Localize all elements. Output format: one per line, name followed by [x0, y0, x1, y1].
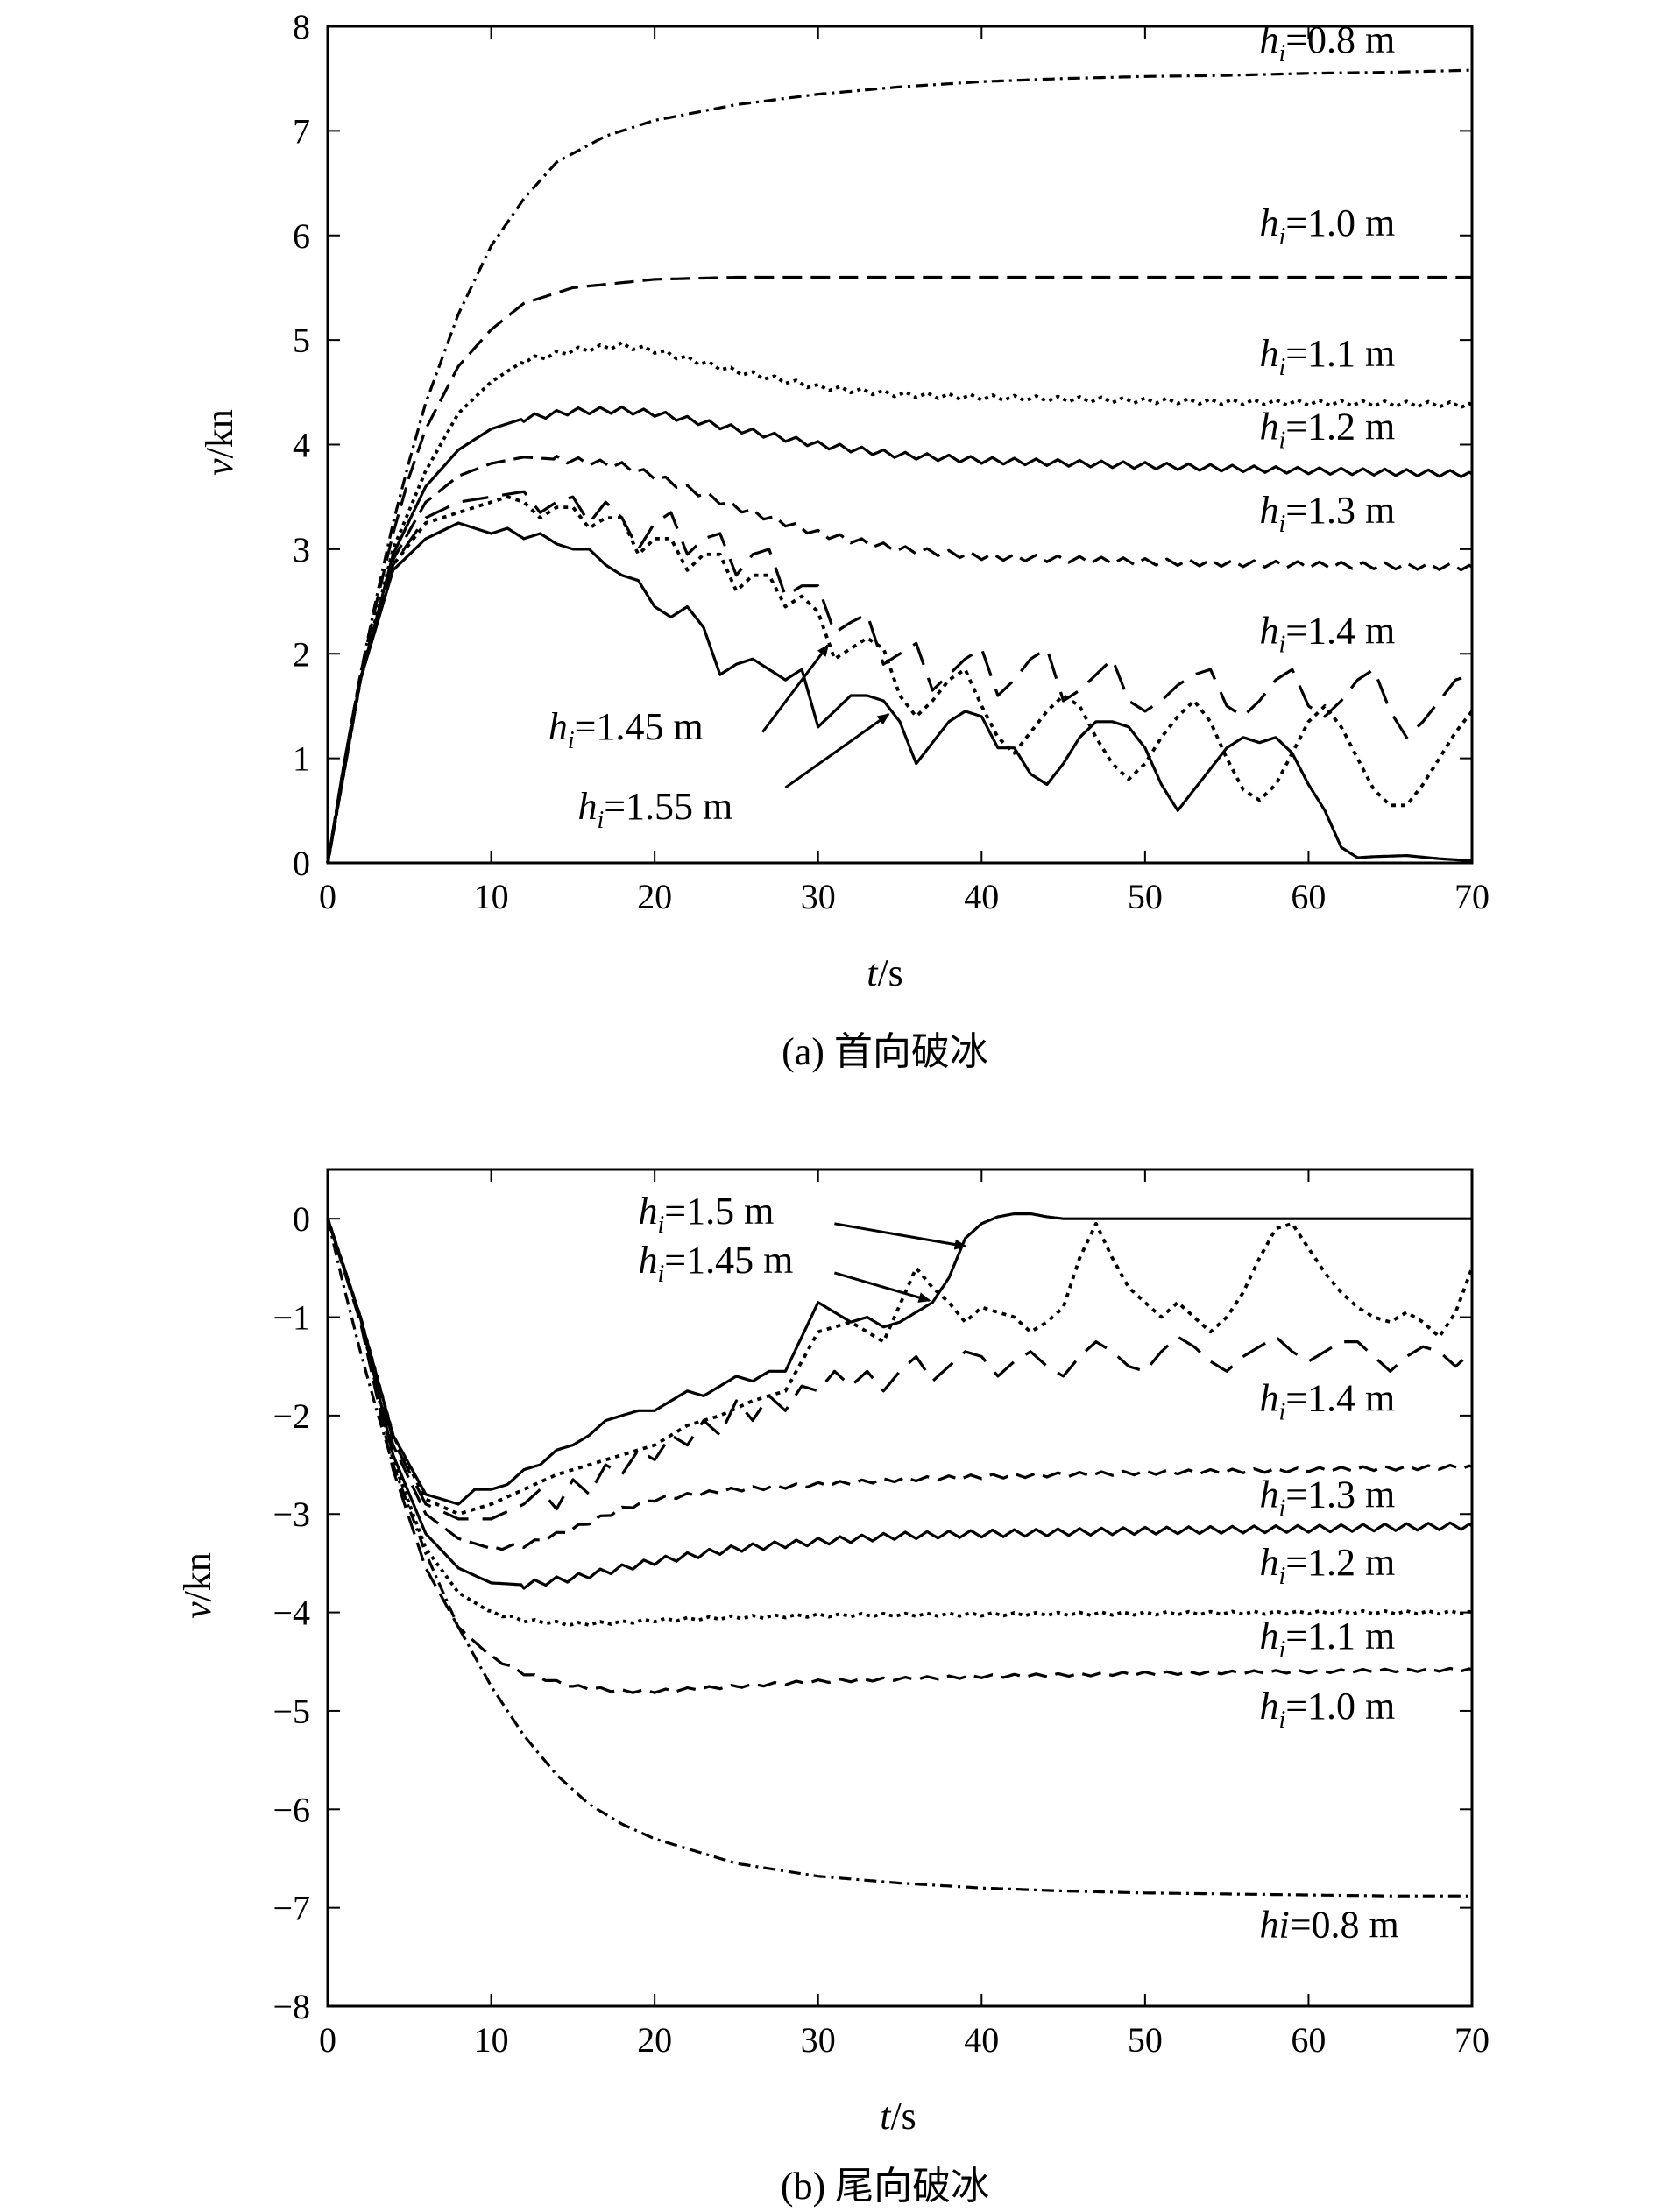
annotation-arrow-a-7: [784, 713, 890, 789]
annotation-arrow-b-1: [833, 1271, 931, 1303]
x-tick-label-b: 50: [1128, 2020, 1163, 2060]
x-tick-label-a: 30: [801, 877, 836, 916]
chart-b: 0 10 20 30 40 50 60 70 0 −1 −2 −3 −4 −5 −6 −7 −8 hi=1.5…: [176, 1168, 1490, 2208]
series-label-a-1: hi=1.0 m: [1259, 201, 1395, 251]
annotation-arrow-a-6: [761, 644, 830, 733]
series-line-b-1: [326, 1218, 1474, 1516]
y-tick-label-a: 4: [293, 426, 310, 465]
series-line-b-6: [326, 1218, 1473, 1694]
series-label-a-6: hi=1.45 m: [548, 705, 704, 754]
y-tick-label-a: 1: [293, 739, 310, 779]
chart-a: 0 10 20 30 40 50 60 70 0 1 2 3 4 5 6 7 8 hi=0.8 m hi=1.0…: [198, 7, 1490, 1073]
x-tick-label-a: 60: [1291, 877, 1326, 916]
series-line-a-7: [326, 521, 1473, 864]
series-line-b-7: [326, 1218, 1472, 1898]
caption-b: (b) 尾向破冰: [781, 2165, 989, 2208]
series-label-a-7: hi=1.55 m: [577, 785, 732, 834]
x-tick-label-b: 20: [637, 2020, 672, 2060]
series-line-b-3: [326, 1218, 1473, 1551]
series-line-a-3: [326, 405, 1473, 864]
y-tick-label-a: 0: [293, 844, 310, 883]
x-tick-label-a: 50: [1128, 877, 1163, 916]
y-axis-label-a: v/kn: [198, 409, 241, 476]
x-tick-label-b: 60: [1291, 2020, 1326, 2060]
y-tick-label-b: −5: [272, 1692, 310, 1731]
series-line-b-5: [326, 1218, 1473, 1628]
series-label-b-1: hi=1.45 m: [638, 1239, 793, 1288]
x-tick-label-b: 30: [801, 2020, 836, 2060]
y-axis-label-b: v/kn: [176, 1552, 219, 1619]
x-axis-label-a: t/s: [867, 951, 903, 994]
series-line-b-4: [326, 1218, 1473, 1590]
series-line-a-1: [326, 275, 1472, 864]
series-line-b-2: [326, 1218, 1474, 1521]
series-label-b-7: hi=0.8 m: [1259, 1903, 1398, 1946]
series-line-a-5: [326, 490, 1473, 864]
series-line-a-6: [326, 495, 1474, 864]
annotation-arrow-b-0: [834, 1222, 967, 1250]
x-tick-label-a: 10: [474, 877, 509, 916]
series-line-a-2: [326, 341, 1473, 864]
y-tick-label-a: 8: [293, 7, 310, 46]
x-tick-label-b: 10: [474, 2020, 509, 2060]
plot-frame-b: [326, 1168, 1474, 2008]
y-tick-label-b: 0: [293, 1199, 310, 1239]
y-tick-label-b: −8: [272, 1987, 310, 2026]
series-label-b-3: hi=1.3 m: [1259, 1473, 1395, 1522]
series-line-a-4: [326, 455, 1473, 864]
y-tick-label-b: −6: [272, 1790, 310, 1829]
series-label-b-0: hi=1.5 m: [638, 1190, 774, 1239]
y-tick-label-b: −7: [272, 1889, 310, 1928]
series-label-a-4: hi=1.3 m: [1259, 489, 1395, 538]
y-tick-label-b: −4: [272, 1594, 310, 1633]
series-line-a-0: [326, 68, 1473, 864]
x-tick-label-a: 0: [319, 877, 336, 916]
y-tick-label-a: 2: [293, 634, 310, 674]
y-tick-label-b: −3: [272, 1495, 310, 1534]
series-label-b-2: hi=1.4 m: [1259, 1376, 1395, 1425]
series-label-b-4: hi=1.2 m: [1259, 1541, 1395, 1590]
y-tick-label-a: 3: [293, 530, 310, 569]
y-tick-label-a: 7: [293, 111, 310, 151]
series-label-a-2: hi=1.1 m: [1259, 332, 1395, 381]
series-label-a-5: hi=1.4 m: [1259, 609, 1395, 658]
x-axis-label-b: t/s: [880, 2095, 916, 2138]
y-tick-label-b: −2: [272, 1396, 310, 1436]
y-tick-label-b: −1: [272, 1298, 310, 1338]
series-label-a-3: hi=1.2 m: [1259, 406, 1395, 455]
series-label-b-6: hi=1.0 m: [1259, 1685, 1395, 1734]
x-tick-label-b: 0: [319, 2020, 336, 2060]
x-tick-label-a: 20: [637, 877, 672, 916]
x-tick-label-a: 70: [1454, 877, 1490, 916]
y-tick-label-a: 6: [293, 216, 310, 256]
y-tick-label-a: 5: [293, 321, 310, 360]
x-tick-label-b: 40: [964, 2020, 999, 2060]
series-label-a-0: hi=0.8 m: [1259, 18, 1395, 67]
caption-a: (a) 首向破冰: [782, 1030, 988, 1073]
x-tick-label-a: 40: [964, 877, 999, 916]
x-tick-label-b: 70: [1454, 2020, 1490, 2060]
series-label-b-5: hi=1.1 m: [1259, 1615, 1395, 1664]
series-line-b-0: [326, 1212, 1472, 1506]
